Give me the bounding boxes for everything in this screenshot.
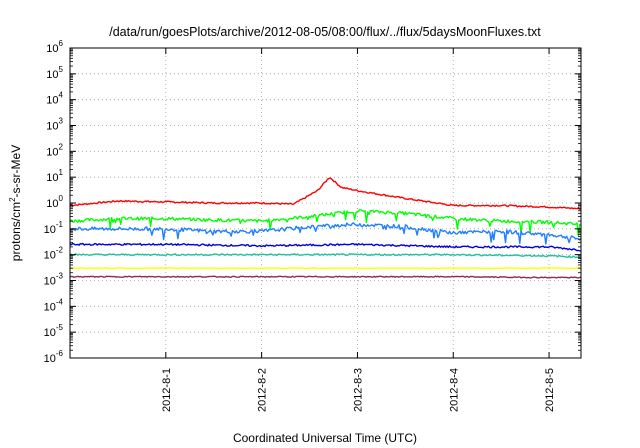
- series-line: [69, 222, 582, 245]
- y-tick-label: 101: [46, 168, 63, 184]
- y-tick-label: 103: [46, 117, 63, 133]
- series-line: [69, 275, 582, 279]
- series-line: [69, 177, 582, 211]
- y-tick-exponent: -3: [56, 272, 64, 281]
- y-tick-base: 10: [44, 327, 56, 339]
- y-tick-label: 105: [46, 65, 63, 81]
- y-tick-label: 102: [46, 142, 63, 158]
- y-tick-label: 10-2: [44, 246, 64, 262]
- y-tick-exponent: 2: [59, 142, 64, 151]
- y-tick-exponent: -2: [56, 246, 64, 255]
- y-tick-base: 10: [46, 121, 58, 133]
- y-tick-label: 10-4: [44, 297, 64, 313]
- x-tick-label: 2012-8-1: [161, 368, 173, 412]
- y-tick-exponent: -4: [56, 297, 64, 306]
- y-tick-base: 10: [46, 95, 58, 107]
- y-tick-exponent: -5: [56, 323, 64, 332]
- y-tick-base: 10: [44, 301, 56, 313]
- series-line: [69, 208, 581, 237]
- y-tick-exponent: 4: [59, 91, 64, 100]
- y-axis-label: protons/cm2-s-sr-MeV: [8, 145, 23, 261]
- y-tick-base: 10: [44, 353, 56, 365]
- y-tick-base: 10: [44, 276, 56, 288]
- y-tick-exponent: -6: [56, 349, 64, 358]
- axis-ticks: [70, 47, 581, 359]
- x-tick-label: 2012-8-5: [544, 368, 556, 412]
- x-axis-label: Coordinated Universal Time (UTC): [233, 431, 417, 445]
- y-tick-exponent: 0: [59, 194, 64, 203]
- y-tick-base: 10: [44, 250, 56, 262]
- y-tick-label: 106: [46, 39, 63, 55]
- y-tick-label: 10-5: [44, 323, 64, 339]
- y-tick-labels: 10-610-510-410-310-210-11001011021031041…: [44, 39, 64, 365]
- x-tick-labels: 2012-8-1 2012-8-2 2012-8-3 2012-8-4 2012-8-5: [161, 368, 556, 412]
- y-tick-base: 10: [46, 198, 58, 210]
- x-tick-label: 2012-8-4: [448, 368, 460, 412]
- x-tick-label: 2012-8-3: [352, 368, 364, 412]
- chart-title: /data/run/goesPlots/archive/2012-08-05/0…: [109, 25, 541, 39]
- y-tick-base: 10: [46, 69, 58, 81]
- y-tick-exponent: -1: [56, 220, 64, 229]
- x-tick-label: 2012-8-2: [257, 368, 269, 412]
- y-axis-label-pre: protons/cm: [9, 202, 23, 261]
- y-axis-label-post: -s-sr-MeV: [9, 145, 23, 198]
- y-tick-base: 10: [44, 224, 56, 236]
- y-tick-exponent: 5: [59, 65, 64, 74]
- y-tick-label: 100: [46, 194, 63, 210]
- series-line: [69, 253, 582, 259]
- series-layer: [69, 177, 582, 279]
- y-tick-base: 10: [46, 172, 58, 184]
- y-tick-exponent: 1: [59, 168, 64, 177]
- series-line: [69, 242, 581, 252]
- y-tick-label: 10-3: [44, 272, 64, 288]
- y-tick-exponent: 6: [59, 39, 64, 48]
- y-axis-label-sup: 2: [8, 197, 17, 202]
- y-tick-base: 10: [46, 146, 58, 158]
- y-tick-label: 10-1: [44, 220, 64, 236]
- y-tick-base: 10: [46, 43, 58, 55]
- grid-lines: [70, 48, 581, 358]
- y-tick-exponent: 3: [59, 117, 64, 126]
- y-tick-label: 104: [46, 91, 63, 107]
- series-line: [69, 267, 581, 270]
- y-tick-label: 10-6: [44, 349, 64, 365]
